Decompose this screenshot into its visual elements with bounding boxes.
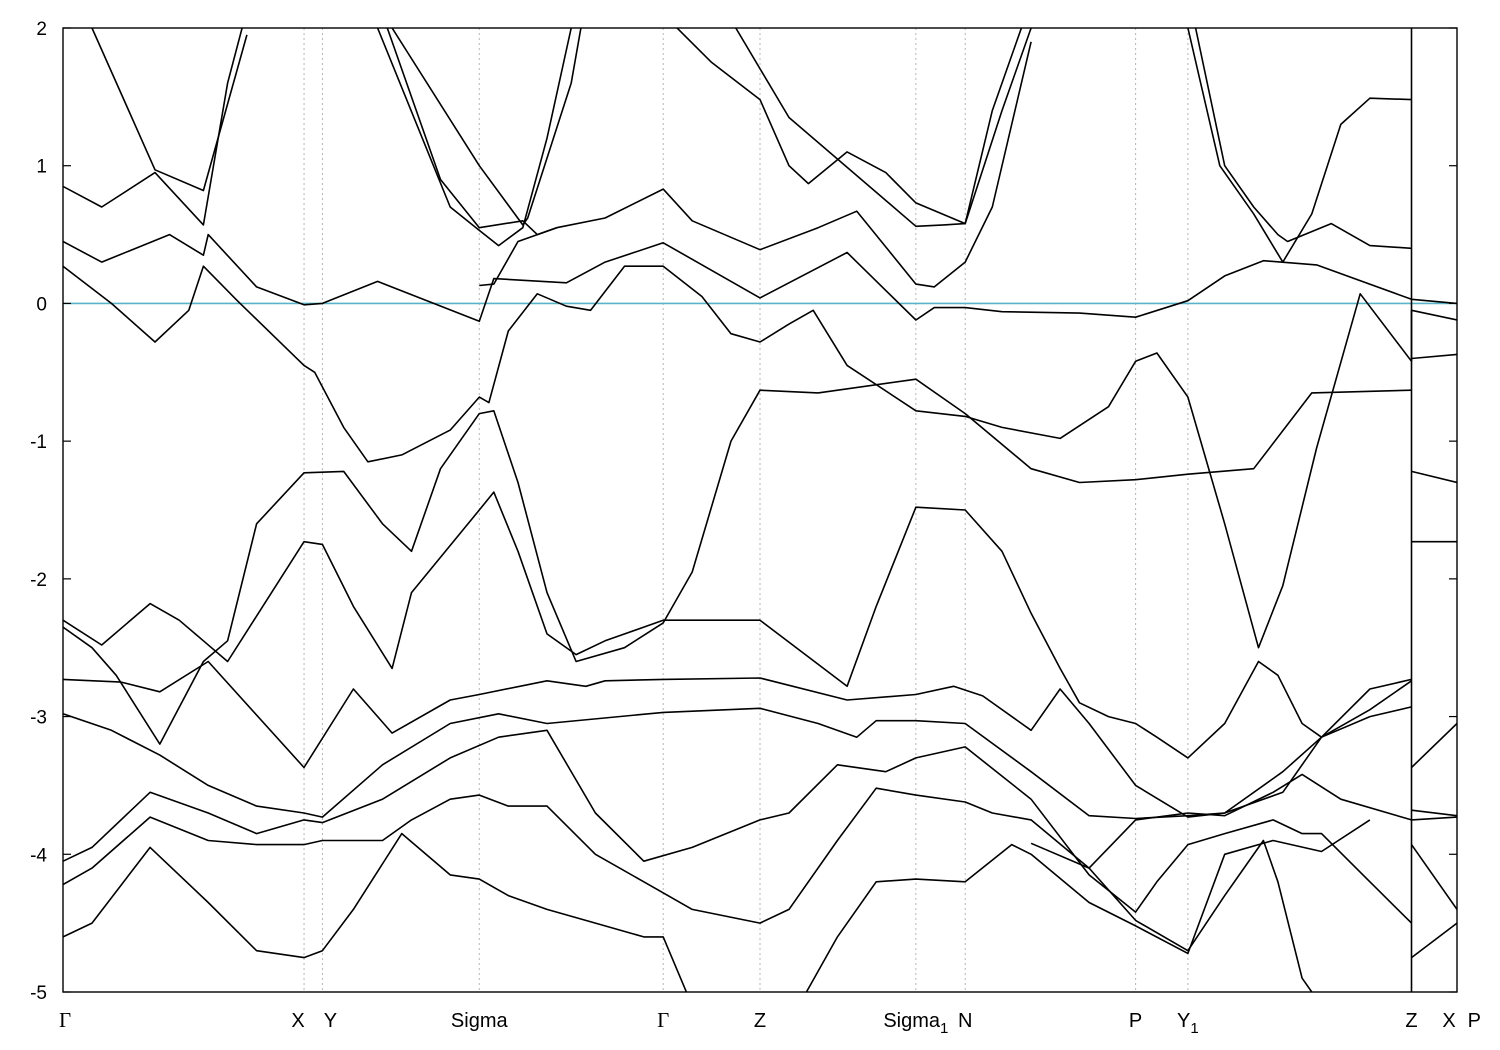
band-line-16 — [63, 706, 1412, 820]
xtick-label: Γ — [59, 1008, 71, 1032]
ytick-label: -4 — [30, 845, 47, 866]
band-line-9 — [675, 28, 1032, 225]
band-line-20 — [805, 819, 1371, 992]
band-line-26 — [1411, 809, 1457, 817]
band-line-21 — [1030, 773, 1457, 869]
band-line-8 — [391, 28, 582, 226]
xtick-label: P — [1129, 1010, 1142, 1032]
xtick-label: P — [1468, 1010, 1481, 1032]
xtick-label: Sigma1 — [883, 1010, 948, 1037]
xtick-label: Γ — [657, 1008, 669, 1032]
band-line-3 — [63, 28, 243, 226]
band-line-13 — [63, 491, 1412, 759]
band-layer — [63, 28, 1457, 992]
band-line-17 — [63, 729, 1413, 924]
band-line-10 — [735, 28, 1023, 228]
ytick-label: 0 — [36, 294, 47, 315]
xtick-label: Y — [324, 1010, 337, 1032]
band-line-15 — [63, 660, 1412, 818]
band-line-19 — [63, 832, 688, 992]
xtick-label: N — [958, 1010, 972, 1032]
band-line-11 — [1187, 28, 1412, 263]
band-line-23 — [1411, 470, 1457, 484]
ytick-label: 1 — [36, 157, 47, 178]
band-line-18 — [63, 787, 1313, 992]
grid-layer — [303, 28, 1413, 992]
plot-frame — [62, 27, 1458, 993]
band-line-6 — [376, 28, 572, 247]
band-line-14 — [63, 378, 1412, 745]
xtick-label: X — [1442, 1010, 1455, 1032]
xtick-label: X — [291, 1010, 304, 1032]
band-line-25 — [1410, 722, 1457, 769]
ytick-label: 2 — [36, 19, 47, 40]
band-line-1 — [63, 265, 1457, 649]
xtick-label: Y1 — [1177, 1010, 1199, 1037]
band-line-5 — [479, 41, 1032, 288]
band-line-2 — [63, 233, 1457, 323]
ytick-label: -2 — [30, 570, 47, 591]
band-line-28 — [1411, 922, 1457, 959]
ytick-label: -1 — [30, 432, 47, 453]
band-line-12 — [1194, 28, 1412, 250]
band-line-27 — [1410, 844, 1457, 910]
band-line-22 — [1411, 353, 1457, 360]
xtick-label: Sigma — [451, 1010, 509, 1032]
xtick-label: Z — [754, 1010, 766, 1032]
band-line-7 — [386, 28, 557, 236]
ytick-label: -3 — [30, 708, 47, 729]
xtick-label: Z — [1405, 1010, 1417, 1032]
band-line-4 — [91, 28, 248, 192]
ytick-label: -5 — [30, 983, 47, 1004]
tick-layer: 210-1-2-3-4-5Γ X Y Sigma Γ Z Sigma1 N P Y1 Z X P — [30, 19, 1481, 1037]
